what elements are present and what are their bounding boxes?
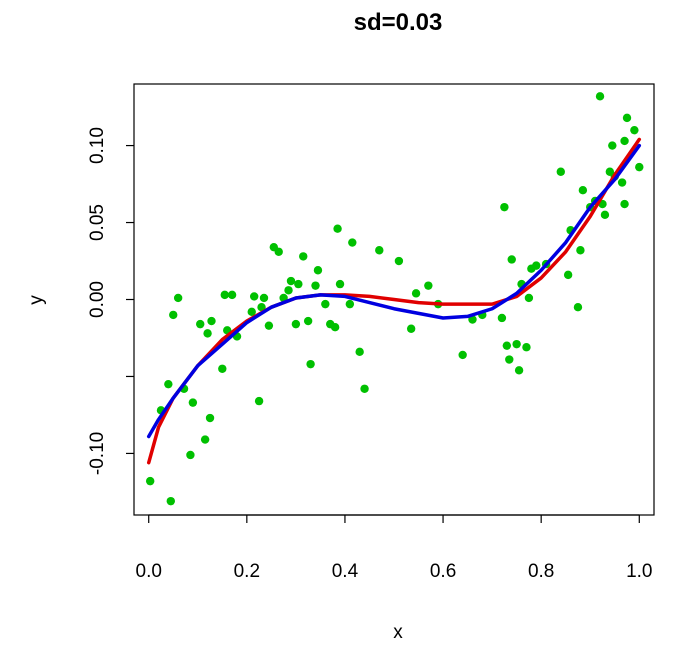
scatter-point xyxy=(532,261,541,270)
scatter-point xyxy=(218,364,227,373)
scatter-point xyxy=(166,496,175,506)
scatter-point xyxy=(333,224,342,233)
x-tick-label: 0.2 xyxy=(234,561,260,582)
scatter-point xyxy=(200,435,210,444)
scatter-point xyxy=(576,246,585,255)
scatter-point xyxy=(500,202,509,212)
scatter-point xyxy=(207,316,216,326)
scatter-point xyxy=(608,141,617,150)
scatter-point xyxy=(335,279,345,289)
x-tick-label: 0.8 xyxy=(528,561,554,582)
y-axis: -0.10 0.00 0.05 0.10 xyxy=(87,127,134,475)
scatter-point xyxy=(394,256,404,266)
scatter-point xyxy=(360,384,369,393)
y-axis-label: y xyxy=(26,295,47,305)
scatter-point xyxy=(522,343,531,352)
scatter-point xyxy=(424,281,433,290)
scatter-point xyxy=(512,339,521,349)
scatter-point xyxy=(169,310,178,320)
x-axis-label: x xyxy=(393,622,403,643)
scatter-point xyxy=(311,281,320,290)
scatter-point xyxy=(595,92,605,101)
scatter-point xyxy=(303,316,313,326)
y-tick-label: 0.00 xyxy=(87,281,108,318)
scatter-point xyxy=(468,315,477,324)
scatter-point xyxy=(264,321,274,330)
scatter-point xyxy=(406,324,416,333)
y-tick-label: -0.10 xyxy=(87,432,108,475)
scatter-point xyxy=(306,359,315,369)
fitted-curves xyxy=(146,137,642,465)
scatter-point xyxy=(505,355,514,364)
scatter-point xyxy=(188,398,198,407)
scatter-point xyxy=(578,186,588,195)
y-tick-label: 0.10 xyxy=(87,127,108,164)
scatter-point xyxy=(330,323,340,332)
scatter-point xyxy=(524,293,534,303)
scatter-point xyxy=(291,319,301,329)
scatter-point xyxy=(196,319,205,329)
x-axis: 0.0 0.2 0.4 0.6 0.8 1.0 xyxy=(136,514,652,582)
scatter-point xyxy=(173,293,183,303)
scatter-point xyxy=(205,413,215,423)
scatter-point xyxy=(274,247,283,256)
scatter-point xyxy=(630,125,639,135)
scatter-point xyxy=(617,178,627,187)
scatter-point xyxy=(227,290,237,300)
scatter-point xyxy=(635,162,644,172)
scatter-point xyxy=(257,302,266,312)
scatter-point xyxy=(299,252,308,261)
scatter-point xyxy=(259,293,269,303)
scatter-point xyxy=(145,476,155,486)
scatter-point xyxy=(502,341,512,350)
scatter-point xyxy=(514,366,524,375)
chart-title: sd=0.03 xyxy=(354,9,443,36)
y-tick-label: 0.05 xyxy=(87,204,108,241)
scatter-point xyxy=(458,350,467,360)
scatter-point xyxy=(294,279,303,289)
scatter-point xyxy=(321,299,330,309)
scatter-point xyxy=(620,136,629,146)
scatter-point xyxy=(573,302,583,312)
scatter-point xyxy=(411,289,421,298)
scatter-point xyxy=(186,450,195,460)
scatter-point xyxy=(375,246,384,255)
x-tick-label: 0.6 xyxy=(430,561,456,582)
x-tick-label: 0.4 xyxy=(332,561,359,582)
scatter-point xyxy=(620,199,629,209)
scatter-point xyxy=(345,299,355,309)
scatter-point xyxy=(556,167,565,176)
scatter-point xyxy=(348,238,357,247)
x-tick-label: 0.0 xyxy=(136,561,162,582)
scatter-point xyxy=(247,307,256,317)
red-curve xyxy=(146,137,642,465)
scatter-point xyxy=(164,379,173,389)
scatter-point xyxy=(497,313,507,323)
scatter-point xyxy=(249,292,259,301)
blue-curve xyxy=(146,143,642,439)
x-tick-label: 1.0 xyxy=(626,561,652,582)
scatter-point xyxy=(507,255,516,264)
scatter-point xyxy=(284,286,293,295)
scatter-point xyxy=(254,396,264,406)
scatter-point xyxy=(203,329,212,338)
scatter-point xyxy=(286,276,296,286)
scatter-point xyxy=(355,347,364,357)
scatter-point xyxy=(563,270,573,280)
scatter-point xyxy=(313,266,323,275)
scatter-point xyxy=(622,113,632,123)
scatter-point xyxy=(220,290,229,300)
scatter-point xyxy=(600,210,610,220)
